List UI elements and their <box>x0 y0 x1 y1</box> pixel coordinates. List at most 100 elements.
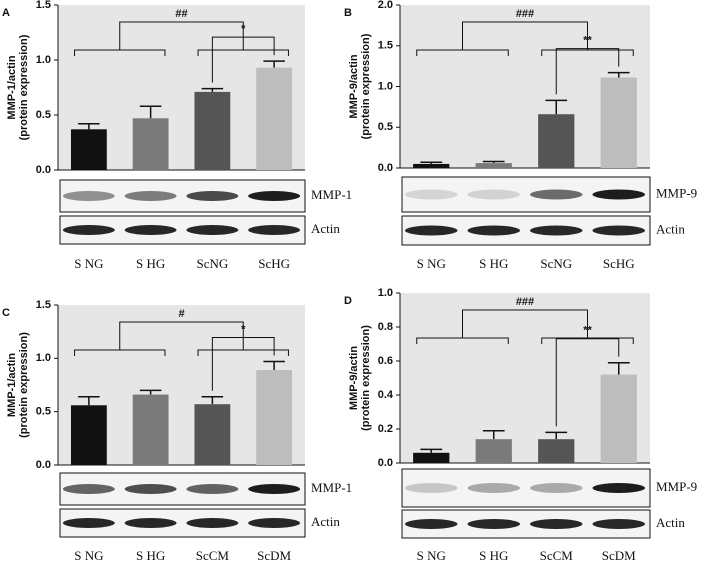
bracket <box>211 36 275 83</box>
x-tick-label: S HG <box>479 256 508 271</box>
y-tick-label: 1.5 <box>36 0 51 11</box>
y-tick-label: 0.5 <box>378 121 393 133</box>
bar <box>256 67 293 170</box>
x-tick-label: ScHG <box>258 256 290 271</box>
blot-band <box>186 484 239 494</box>
x-tick-label: S HG <box>136 548 165 563</box>
y-tick-label: 1.0 <box>36 352 51 364</box>
bar <box>132 118 169 170</box>
y-tick-label: 1.5 <box>36 299 51 311</box>
bar <box>600 374 637 463</box>
blot-label: MMP-9 <box>656 185 697 200</box>
y-axis-label: MMP-9/actin <box>348 54 360 118</box>
y-tick-label: 0.2 <box>378 423 393 435</box>
panel-letter: D <box>344 295 352 307</box>
blot-band <box>530 483 583 493</box>
bracket <box>119 21 244 50</box>
bar <box>194 404 231 465</box>
y-axis-label: MMP-1/actin <box>6 55 18 119</box>
x-tick-label: ScCM <box>540 548 574 563</box>
significance-label: ** <box>583 35 592 47</box>
blot-band <box>248 191 301 201</box>
bracket <box>211 337 275 391</box>
blot-band <box>467 519 520 529</box>
y-tick-label: 1.0 <box>378 287 393 299</box>
blot-label: Actin <box>311 514 340 529</box>
bar <box>132 394 169 465</box>
bar <box>600 77 637 168</box>
blot-band <box>186 518 239 528</box>
x-tick-label: S HG <box>479 548 508 563</box>
bracket <box>462 309 588 338</box>
blot-band <box>592 483 645 493</box>
blot-band <box>186 225 239 235</box>
y-tick-label: 0.6 <box>378 355 393 367</box>
bar <box>194 91 231 170</box>
blot-band <box>248 518 301 528</box>
blot-band <box>592 519 645 529</box>
bar <box>475 439 512 463</box>
y-tick-label: 0.5 <box>36 406 51 418</box>
bracket <box>555 48 620 95</box>
y-axis-label: (protein expression) <box>360 33 372 139</box>
bar <box>538 439 575 463</box>
panel-letter: A <box>2 7 10 19</box>
blot-band <box>62 225 115 235</box>
blot-band <box>405 519 458 529</box>
blot-band <box>592 189 645 200</box>
y-tick-label: 0.4 <box>378 389 394 401</box>
blot-label: MMP-9 <box>656 479 697 494</box>
blot-band <box>405 189 458 200</box>
significance-label: ### <box>516 8 534 20</box>
blot-band <box>124 518 177 528</box>
blot-band <box>248 484 301 494</box>
blot-label: Actin <box>656 221 685 236</box>
x-tick-label: S NG <box>417 256 446 271</box>
bar <box>256 370 293 465</box>
significance-label: * <box>241 23 246 35</box>
significance-label: ** <box>583 325 592 337</box>
x-tick-label: ScCM <box>196 548 230 563</box>
blot-label: Actin <box>656 515 685 530</box>
bracket <box>462 21 588 50</box>
blot-band <box>124 225 177 235</box>
blot-label: MMP-1 <box>311 187 352 202</box>
y-tick-label: 0.8 <box>378 321 393 333</box>
blot-band <box>467 483 520 493</box>
blot-band <box>186 191 239 201</box>
bracket <box>119 321 244 350</box>
y-tick-label: 0.0 <box>36 459 51 471</box>
x-tick-label: S NG <box>74 256 103 271</box>
bar <box>70 129 107 170</box>
bar <box>413 163 450 168</box>
y-tick-label: 0.0 <box>378 162 393 174</box>
x-tick-label: ScNG <box>196 256 228 271</box>
y-tick-label: 1.0 <box>36 54 51 66</box>
significance-label: ### <box>516 296 534 308</box>
blot-band <box>248 225 301 235</box>
blot-band <box>124 191 177 201</box>
x-tick-label: ScDM <box>602 548 636 563</box>
x-tick-label: S HG <box>136 256 165 271</box>
blot-band <box>62 518 115 528</box>
bar <box>413 452 450 463</box>
blot-band <box>530 225 583 236</box>
x-tick-label: ScNG <box>540 256 572 271</box>
y-tick-label: 1.0 <box>378 80 393 92</box>
blot-band <box>467 225 520 236</box>
blot-band <box>405 225 458 236</box>
bar <box>70 405 107 465</box>
x-tick-label: ScHG <box>603 256 635 271</box>
y-tick-label: 0.0 <box>378 457 393 469</box>
panel-letter: C <box>2 307 10 319</box>
blot-band <box>592 225 645 236</box>
y-tick-label: 0.5 <box>36 109 51 121</box>
x-tick-label: S NG <box>417 548 446 563</box>
bar <box>475 163 512 168</box>
significance-label: # <box>178 308 184 320</box>
blot-band <box>62 191 115 201</box>
blot-label: MMP-1 <box>311 480 352 495</box>
x-tick-label: ScDM <box>257 548 291 563</box>
blot-band <box>530 519 583 529</box>
